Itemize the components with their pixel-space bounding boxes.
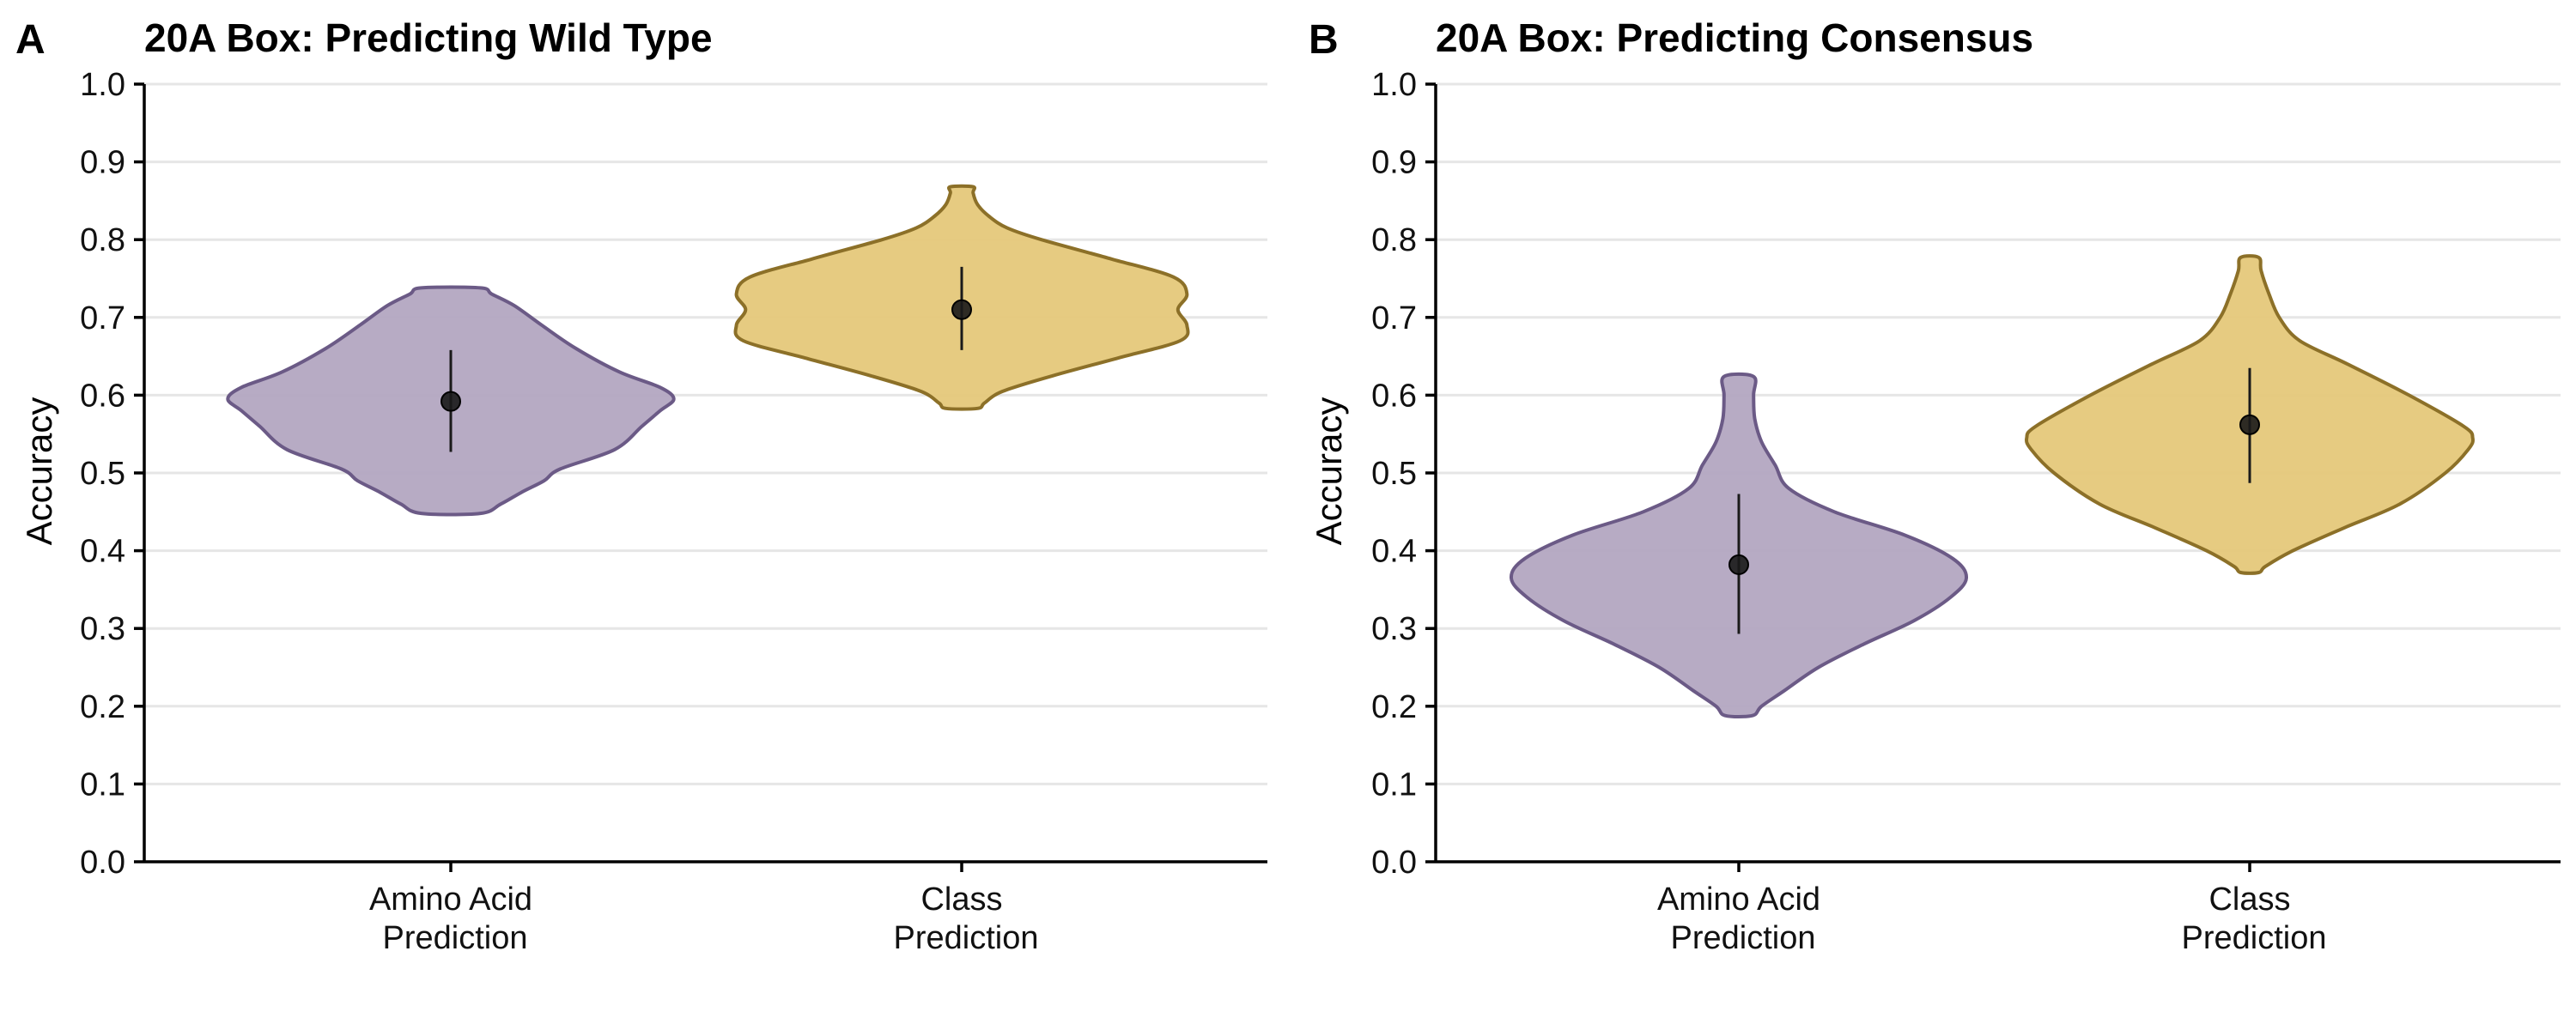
y-tick-label: 1.0 <box>80 67 125 103</box>
y-tick-labels: 0.0 0.1 0.2 0.3 0.4 0.5 0.6 0.7 0.8 0.9 1.0 <box>1371 67 1417 881</box>
y-tick-label: 0.5 <box>80 456 125 492</box>
y-tick-label: 0.5 <box>1371 456 1417 492</box>
y-tick-label: 0.1 <box>80 766 125 803</box>
mean-point <box>440 391 461 412</box>
y-tick-label: 0.0 <box>80 845 125 881</box>
y-tick-label: 0.8 <box>1371 222 1417 258</box>
y-tick-label: 0.9 <box>1371 145 1417 181</box>
y-tick-labels: 0.0 0.1 0.2 0.3 0.4 0.5 0.6 0.7 0.8 0.9 1.0 <box>80 67 125 881</box>
y-axis-title: Accuracy <box>19 397 59 546</box>
x-tick-label-line2: Prediction <box>383 920 528 956</box>
x-tick-label-line1: Class <box>2208 882 2290 918</box>
axes <box>1425 82 2561 872</box>
y-tick-label: 0.0 <box>1371 845 1417 881</box>
y-tick-label: 0.6 <box>1371 378 1417 414</box>
x-tick-label-line1: Class <box>920 882 1002 918</box>
panel-title: 20A Box: Predicting Wild Type <box>144 15 713 60</box>
panel-letter: A <box>15 17 46 63</box>
y-tick-label: 0.3 <box>80 611 125 647</box>
panel-letter: B <box>1309 17 1339 63</box>
mean-point <box>1728 554 1749 575</box>
violins <box>1509 254 2475 719</box>
y-tick-label: 1.0 <box>1371 67 1417 103</box>
y-tick-label: 0.8 <box>80 222 125 258</box>
y-tick-label: 0.6 <box>80 378 125 414</box>
violins <box>226 184 1190 517</box>
x-tick-label-line1: Amino Acid <box>1657 882 1820 918</box>
y-tick-label: 0.2 <box>1371 689 1417 725</box>
y-tick-label: 0.3 <box>1371 611 1417 647</box>
mean-point <box>951 299 972 320</box>
x-tick-label-line2: Prediction <box>2182 920 2327 956</box>
panel-b: B 20A Box: Predicting Consensus Accuracy… <box>1309 15 2561 956</box>
panel-title: 20A Box: Predicting Consensus <box>1436 15 2033 60</box>
y-axis-title: Accuracy <box>1309 397 1349 546</box>
y-tick-label: 0.4 <box>1371 534 1417 570</box>
y-tick-label: 0.9 <box>80 145 125 181</box>
y-tick-label: 0.1 <box>1371 766 1417 803</box>
y-tick-label: 0.2 <box>80 689 125 725</box>
panel-a: A 20A Box: Predicting Wild Type Accuracy… <box>15 15 1267 956</box>
x-tick-label-line2: Prediction <box>1671 920 1816 956</box>
y-tick-label: 0.7 <box>1371 300 1417 336</box>
mean-point <box>2239 414 2260 435</box>
axes <box>134 82 1267 872</box>
x-tick-label-line2: Prediction <box>894 920 1039 956</box>
y-tick-label: 0.7 <box>80 300 125 336</box>
x-tick-labels: Amino Acid Prediction Class Prediction <box>369 882 1039 956</box>
x-tick-labels: Amino Acid Prediction Class Prediction <box>1657 882 2327 956</box>
y-tick-label: 0.4 <box>80 534 125 570</box>
x-tick-label-line1: Amino Acid <box>369 882 532 918</box>
